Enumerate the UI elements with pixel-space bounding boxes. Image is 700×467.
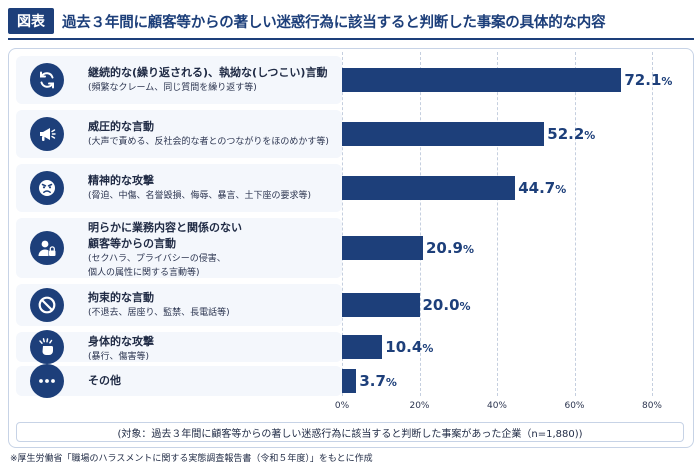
gridline: [419, 52, 421, 396]
x-tick-label: 20%: [409, 401, 430, 411]
category-text: 威圧的な言動 (大声で責める、反社会的な者とのつながりをほのめかす等): [88, 119, 336, 149]
bar-value-label: 52.2%: [547, 125, 596, 143]
category-text: 拘束的な言動 (不退去、居座り、監禁、長電話等): [88, 290, 336, 320]
x-tick-label: 60%: [564, 401, 585, 411]
chart-title: 過去３年間に顧客等からの著しい迷惑行為に該当すると判断した事案の具体的な内容: [62, 14, 606, 31]
category-text: 精神的な攻撃 (脅迫、中傷、名誉毀損、侮辱、暴言、土下座の要求等): [88, 173, 336, 203]
category-row: 精神的な攻撃 (脅迫、中傷、名誉毀損、侮辱、暴言、土下座の要求等): [16, 164, 342, 212]
bar-value-label: 44.7%: [518, 179, 567, 197]
fist-impact-icon: [30, 330, 64, 364]
category-sublabel: (不退去、居座り、監禁、長電話等): [88, 308, 230, 318]
category-label: 継続的な(繰り返される)、執拗な(しつこい)言動: [88, 66, 328, 79]
category-label: 明らかに業務内容と関係のない 顧客等からの言動: [88, 221, 242, 250]
category-text: 継続的な(繰り返される)、執拗な(しつこい)言動 (頻繁なクレーム、同じ質問を繰り…: [88, 65, 336, 95]
bar-value-label: 10.4%: [385, 338, 434, 356]
category-text: その他: [88, 373, 336, 389]
category-label: 精神的な攻撃: [88, 174, 154, 187]
bar: [342, 122, 545, 146]
category-row: 拘束的な言動 (不退去、居座り、監禁、長電話等): [16, 284, 342, 326]
angry-face-icon: [30, 171, 64, 205]
category-sublabel: (大声で責める、反社会的な者とのつながりをほのめかす等): [88, 137, 329, 147]
category-label: その他: [88, 374, 121, 387]
category-text: 身体的な攻撃 (暴行、傷害等): [88, 334, 336, 364]
prohibited-icon: [30, 288, 64, 322]
gridline: [652, 52, 653, 396]
category-label: 拘束的な言動: [88, 291, 154, 304]
category-label: 身体的な攻撃: [88, 335, 154, 348]
megaphone-icon: [30, 117, 64, 151]
gridline: [497, 52, 498, 396]
x-tick-label: 80%: [641, 401, 662, 411]
bar: [342, 335, 383, 359]
bar: [342, 176, 516, 200]
category-row: 継続的な(繰り返される)、執拗な(しつこい)言動 (頻繁なクレーム、同じ質問を繰り…: [16, 56, 342, 104]
title-rule: [8, 38, 694, 40]
category-row: その他: [16, 364, 342, 398]
category-row: 身体的な攻撃 (暴行、傷害等): [16, 330, 342, 364]
category-sublabel: (脅迫、中傷、名誉毀損、侮辱、暴言、土下座の要求等): [88, 191, 312, 201]
source-note: ※厚生労働省「職場のハラスメントに関する実態調査報告書（令和５年度）」をもとに作…: [10, 454, 373, 464]
figure-badge: 図表: [8, 8, 54, 34]
bar: [342, 236, 423, 260]
bar: [342, 68, 622, 92]
bar-value-label: 3.7%: [359, 372, 397, 390]
category-row: 明らかに業務内容と関係のない 顧客等からの言動 (セクハラ、プライバシーの侵害、 …: [16, 218, 342, 278]
refresh-icon: [30, 63, 64, 97]
bar-value-label: 20.9%: [425, 239, 475, 257]
footnote: (対象：過去３年間に顧客等からの著しい迷惑行為に該当すると判断した事案があった企…: [16, 422, 684, 442]
bar-value-label: 20.0%: [422, 296, 471, 314]
header: 図表 過去３年間に顧客等からの著しい迷惑行為に該当すると判断した事案の具体的な内…: [8, 6, 694, 36]
gridline: [574, 52, 576, 396]
category-sublabel: (セクハラ、プライバシーの侵害、 個人の属性に関する言動等): [88, 254, 226, 278]
bar-value-label: 72.1%: [624, 71, 673, 89]
category-text: 明らかに業務内容と関係のない 顧客等からの言動 (セクハラ、プライバシーの侵害、 …: [88, 220, 336, 280]
category-row: 威圧的な言動 (大声で責める、反社会的な者とのつながりをほのめかす等): [16, 110, 342, 158]
x-tick-label: 40%: [486, 401, 507, 411]
gridline: [342, 52, 343, 396]
bar: [342, 293, 420, 317]
x-tick-label: 0%: [334, 401, 350, 411]
category-sublabel: (暴行、傷害等): [88, 352, 150, 362]
user-lock-icon: [30, 231, 64, 265]
bar: [342, 369, 357, 393]
category-sublabel: (頻繁なクレーム、同じ質問を繰り返す等): [88, 83, 257, 93]
ellipsis-icon: [30, 364, 64, 398]
category-label: 威圧的な言動: [88, 120, 154, 133]
